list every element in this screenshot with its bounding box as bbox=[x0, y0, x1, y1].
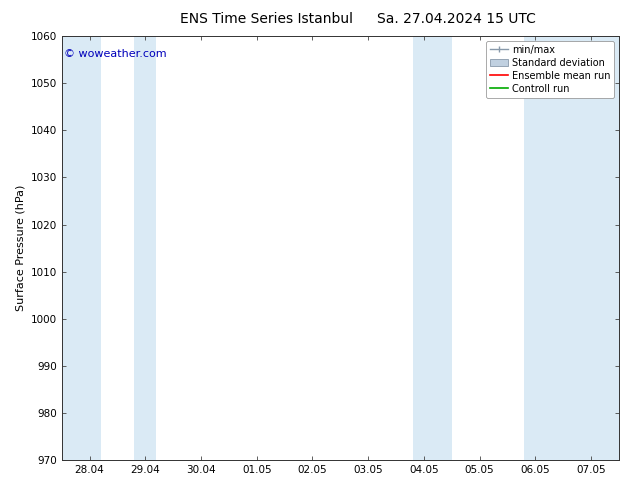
Bar bbox=[61, 36, 101, 460]
Text: Sa. 27.04.2024 15 UTC: Sa. 27.04.2024 15 UTC bbox=[377, 12, 536, 26]
Bar bbox=[134, 36, 157, 460]
Text: © woweather.com: © woweather.com bbox=[65, 49, 167, 59]
Legend: min/max, Standard deviation, Ensemble mean run, Controll run: min/max, Standard deviation, Ensemble me… bbox=[486, 41, 614, 98]
Text: ENS Time Series Istanbul: ENS Time Series Istanbul bbox=[180, 12, 353, 26]
Bar bbox=[524, 36, 619, 460]
Bar bbox=[413, 36, 452, 460]
Y-axis label: Surface Pressure (hPa): Surface Pressure (hPa) bbox=[15, 185, 25, 311]
